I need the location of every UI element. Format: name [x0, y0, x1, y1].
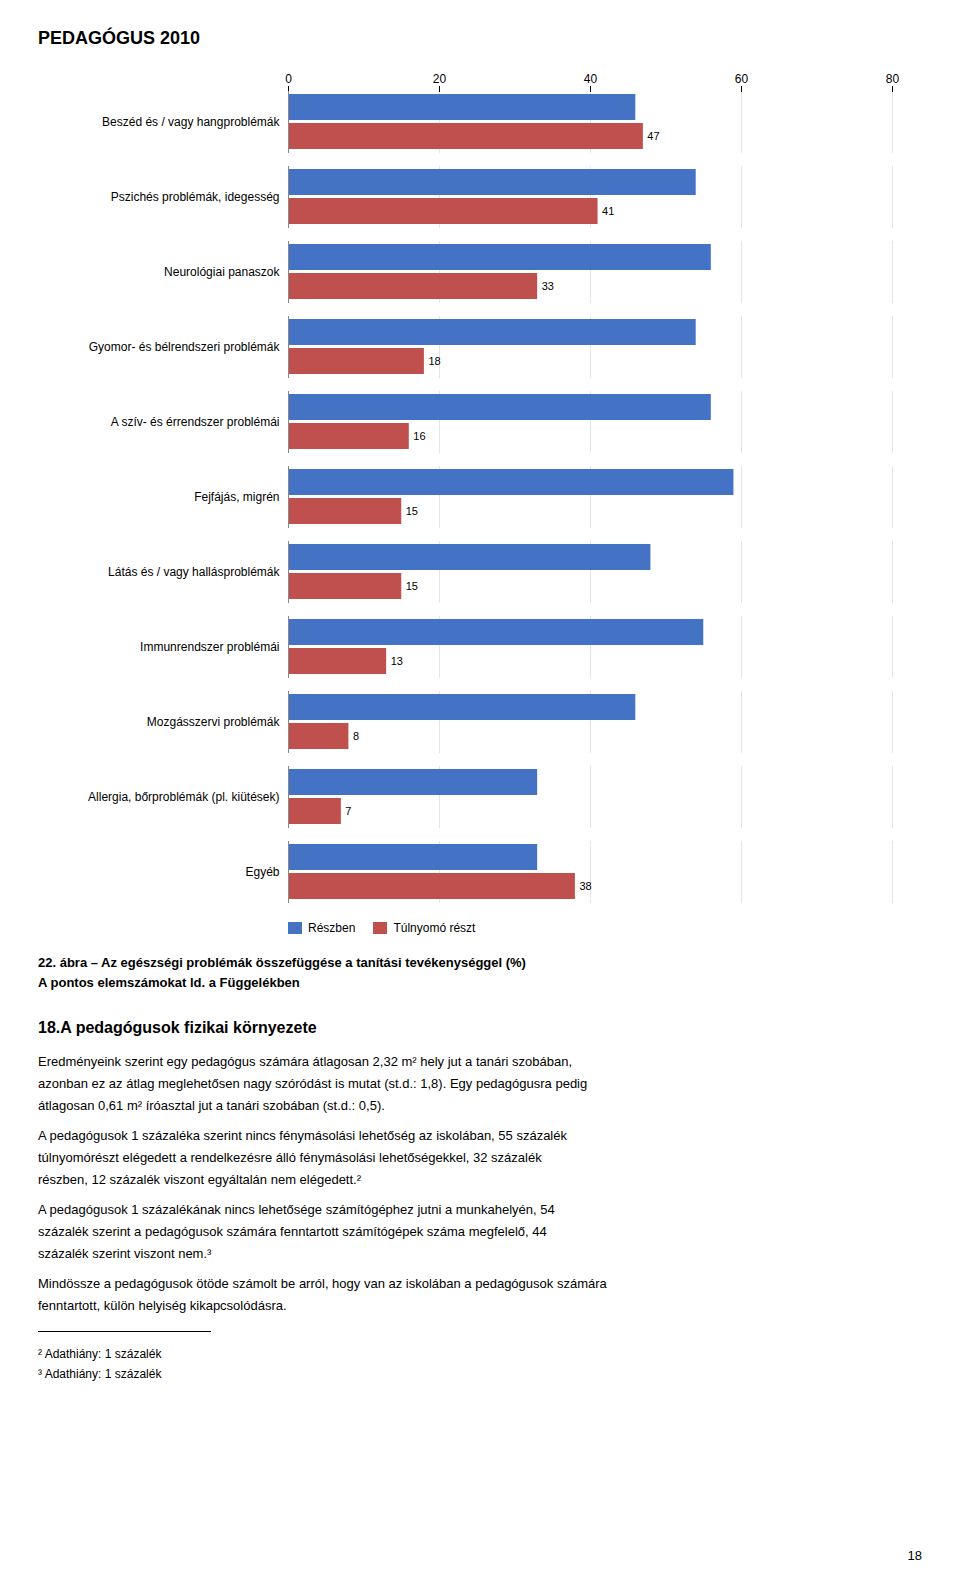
svg-text:Beszéd és / vagy hangproblémák: Beszéd és / vagy hangproblémák: [102, 115, 280, 129]
html-text:százalék szerint viszont nem.³: százalék szerint viszont nem.³: [38, 1246, 212, 1261]
html-text:Eredményeink szerint egy pedag: Eredményeink szerint egy pedagógus számá…: [38, 1054, 572, 1069]
svg-text:0: 0: [285, 72, 292, 86]
svg-text:8: 8: [353, 730, 359, 742]
html-text:³ Adathiány: 1 százalék: ³ Adathiány: 1 százalék: [38, 1367, 162, 1381]
html-text:18.A pedagógusok fizikai körny: 18.A pedagógusok fizikai környezete: [38, 1019, 317, 1036]
html-text:átlagosan 0,61 m² íróasztal ju: átlagosan 0,61 m² íróasztal jut a tanári…: [38, 1098, 385, 1113]
svg-text:A szív- és érrendszer problémá: A szív- és érrendszer problémái: [111, 415, 280, 429]
html-text:Mindössze a pedagógusok ötöde: Mindössze a pedagógusok ötöde számolt be…: [38, 1276, 607, 1291]
svg-text:Egyéb: Egyéb: [245, 865, 279, 879]
html-text:18: 18: [907, 1548, 922, 1563]
svg-text:41: 41: [602, 205, 614, 217]
svg-text:18: 18: [428, 355, 440, 367]
svg-text:20: 20: [433, 72, 447, 86]
html-text:² Adathiány: 1 százalék: ² Adathiány: 1 százalék: [38, 1347, 162, 1361]
svg-text:Mozgásszervi problémák: Mozgásszervi problémák: [147, 715, 281, 729]
svg-text:33: 33: [542, 280, 554, 292]
svg-text:Fejfájás, migrén: Fejfájás, migrén: [194, 490, 279, 504]
html-text:túlnyomórészt elégedett a rend: túlnyomórészt elégedett a rendelkezésre …: [38, 1150, 542, 1165]
html-text:A pedagógusok 1 százaléka szer: A pedagógusok 1 százaléka szerint nincs …: [38, 1128, 567, 1143]
svg-text:7: 7: [345, 805, 351, 817]
svg-text:38: 38: [579, 880, 591, 892]
svg-text:16: 16: [413, 430, 425, 442]
html-text:PEDAGÓGUS 2010: PEDAGÓGUS 2010: [38, 28, 201, 48]
svg-text:15: 15: [406, 580, 418, 592]
html-text:részben, 12 százalék viszont e: részben, 12 százalék viszont egyáltalán …: [38, 1172, 361, 1187]
html-text:A pontos elemszámokat ld. a Fü: A pontos elemszámokat ld. a Függelékben: [38, 975, 300, 990]
svg-text:Pszichés problémák, idegesség: Pszichés problémák, idegesség: [111, 190, 280, 204]
svg-text:15: 15: [406, 505, 418, 517]
html-text:százalék szerint a pedagógusok: százalék szerint a pedagógusok számára f…: [38, 1224, 547, 1239]
svg-text:Neurológiai panaszok: Neurológiai panaszok: [164, 265, 280, 279]
svg-text:40: 40: [584, 72, 598, 86]
html-text:azonban ez az átlag meglehetős: azonban ez az átlag meglehetősen nagy sz…: [38, 1076, 588, 1091]
svg-text:Látás és / vagy hallásproblémá: Látás és / vagy hallásproblémák: [108, 565, 280, 579]
html-text:22. ábra – Az egészségi problé: 22. ábra – Az egészségi problémák összef…: [38, 955, 526, 970]
svg-text:47: 47: [647, 130, 659, 142]
html-text:fenntartott, külön helyiség ki: fenntartott, külön helyiség kikapcsolódá…: [38, 1298, 287, 1313]
html-text:Túlnyomó részt: Túlnyomó részt: [393, 921, 476, 935]
svg-text:13: 13: [391, 655, 403, 667]
html-text:A pedagógusok 1 százalékának n: A pedagógusok 1 százalékának nincs lehet…: [38, 1202, 555, 1217]
svg-text:Allergia, bőrproblémák (pl. ki: Allergia, bőrproblémák (pl. kiütések): [88, 790, 279, 804]
svg-text:80: 80: [886, 72, 900, 86]
svg-text:Immunrendszer problémái: Immunrendszer problémái: [140, 640, 279, 654]
svg-text:Gyomor- és bélrendszeri problé: Gyomor- és bélrendszeri problémák: [89, 340, 281, 354]
svg-text:60: 60: [735, 72, 749, 86]
html-text:Részben: Részben: [308, 921, 356, 935]
